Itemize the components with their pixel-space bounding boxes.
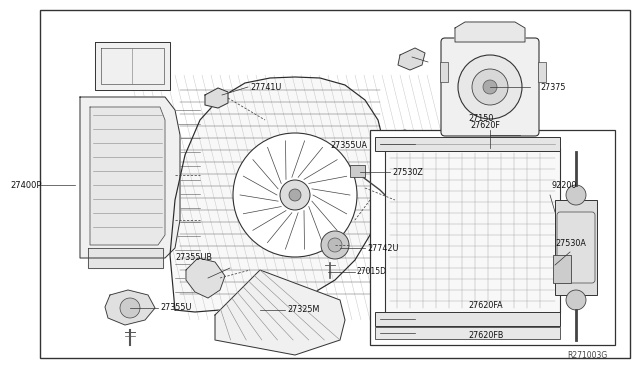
Bar: [555, 200, 597, 295]
Polygon shape: [80, 97, 180, 258]
Polygon shape: [205, 88, 228, 108]
Text: 27355U: 27355U: [160, 304, 191, 312]
Text: 27742U: 27742U: [367, 244, 399, 253]
Polygon shape: [170, 77, 385, 312]
Circle shape: [328, 238, 342, 252]
Bar: [350, 165, 365, 177]
FancyBboxPatch shape: [441, 38, 539, 136]
FancyBboxPatch shape: [557, 212, 595, 283]
Text: 27150: 27150: [468, 113, 493, 122]
Circle shape: [483, 80, 497, 94]
Bar: [385, 148, 560, 313]
Text: 27530A: 27530A: [555, 238, 586, 247]
Circle shape: [472, 69, 508, 105]
Bar: [370, 130, 615, 345]
Text: 27325M: 27325M: [287, 305, 319, 314]
Polygon shape: [90, 107, 165, 245]
Circle shape: [120, 298, 140, 318]
Text: 27355UB: 27355UB: [175, 253, 212, 263]
Polygon shape: [88, 248, 163, 268]
Circle shape: [280, 180, 310, 210]
Circle shape: [321, 231, 349, 259]
Circle shape: [566, 290, 586, 310]
Text: 27355UA: 27355UA: [330, 141, 367, 150]
Text: R271003G: R271003G: [568, 351, 608, 360]
Text: 27741U: 27741U: [250, 83, 282, 92]
Text: 27400P: 27400P: [10, 180, 42, 189]
Text: 27620FA: 27620FA: [468, 301, 502, 310]
Polygon shape: [380, 130, 420, 182]
Text: 27530Z: 27530Z: [392, 167, 423, 176]
Bar: [440, 62, 448, 82]
Circle shape: [566, 185, 586, 205]
Circle shape: [289, 189, 301, 201]
Text: 92200: 92200: [552, 180, 577, 189]
Polygon shape: [95, 42, 170, 90]
Bar: [375, 327, 560, 339]
Polygon shape: [215, 270, 345, 355]
Polygon shape: [398, 48, 425, 70]
Text: 27375: 27375: [540, 83, 566, 92]
Bar: [375, 312, 560, 326]
Polygon shape: [455, 22, 525, 42]
Text: 27620F: 27620F: [470, 121, 500, 129]
Polygon shape: [105, 290, 155, 325]
Polygon shape: [186, 258, 225, 298]
Text: 27620FB: 27620FB: [468, 330, 504, 340]
Circle shape: [458, 55, 522, 119]
Bar: [538, 62, 546, 82]
Circle shape: [233, 133, 357, 257]
Text: 27015D: 27015D: [357, 267, 387, 276]
Bar: [375, 137, 560, 151]
Bar: [553, 255, 571, 283]
